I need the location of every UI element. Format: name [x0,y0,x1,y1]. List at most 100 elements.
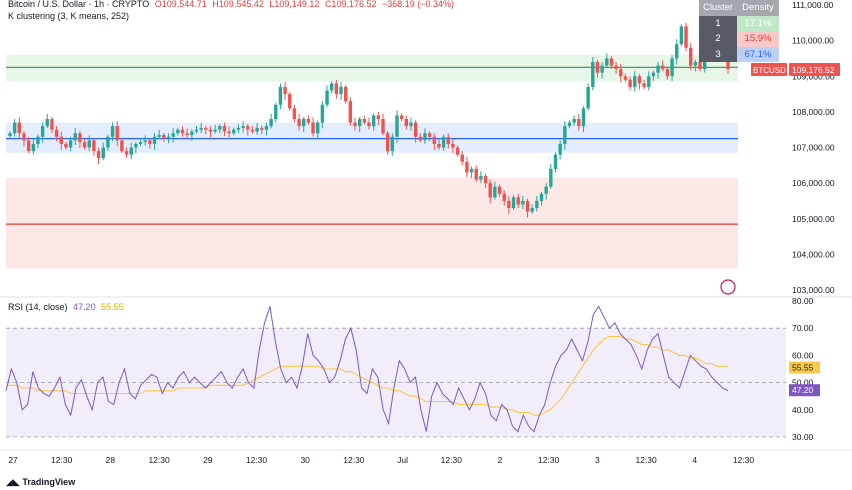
candle-body[interactable] [362,119,367,123]
candle-body[interactable] [311,122,315,134]
candle-body[interactable] [236,127,241,130]
candle-body[interactable] [26,140,31,152]
candle-body[interactable] [274,104,278,119]
candle-body[interactable] [502,193,506,201]
candle-body[interactable] [320,104,325,123]
candle-body[interactable] [661,65,665,70]
candle-body[interactable] [530,208,534,212]
candle-body[interactable] [437,143,441,148]
candle-body[interactable] [474,168,478,180]
candle-body[interactable] [572,119,576,123]
candle-body[interactable] [441,136,446,148]
candle-body[interactable] [176,129,180,134]
candle-body[interactable] [73,133,77,141]
candle-body[interactable] [427,133,432,137]
candle-body[interactable] [600,65,604,73]
candle-body[interactable] [330,83,334,91]
candle-body[interactable] [40,126,45,137]
candle-body[interactable] [651,72,656,77]
candle-body[interactable] [302,119,306,127]
candle-body[interactable] [558,143,562,155]
candle-body[interactable] [357,119,362,127]
candle-body[interactable] [460,154,464,162]
candle-body[interactable] [185,133,189,136]
candle-body[interactable] [418,136,422,141]
candle-body[interactable] [343,86,348,102]
candle-body[interactable] [684,26,688,48]
candle-body[interactable] [353,122,357,127]
candle-body[interactable] [586,86,590,109]
candle-body[interactable] [507,200,511,209]
candle-body[interactable] [339,86,343,95]
rsi-pane[interactable] [5,305,786,438]
candle-body[interactable] [45,119,49,127]
candle-body[interactable] [642,83,646,87]
rsi-legend[interactable]: RSI (14, close) 47.20 55.55 [8,302,127,312]
candle-body[interactable] [269,119,273,127]
candle-body[interactable] [591,62,595,87]
candle-body[interactable] [619,69,623,77]
candle-body[interactable] [348,101,353,123]
candle-body[interactable] [656,65,660,73]
candle-body[interactable] [371,115,376,127]
candle-body[interactable] [385,133,390,152]
candle-body[interactable] [539,193,544,201]
candle-body[interactable] [465,161,469,173]
candle-body[interactable] [614,65,618,70]
candle-body[interactable] [96,151,101,159]
candle-body[interactable] [222,126,227,132]
candle-body[interactable] [647,76,651,87]
candle-body[interactable] [101,147,105,159]
candle-body[interactable] [395,115,399,137]
candle-body[interactable] [675,44,679,59]
candle-body[interactable] [218,126,222,130]
candle-body[interactable] [36,136,40,144]
tradingview-logo[interactable]: ◢◣ TradingView [6,477,75,488]
candle-body[interactable] [194,129,199,132]
candle-body[interactable] [82,142,87,148]
candle-body[interactable] [493,186,497,198]
candle-body[interactable] [124,151,129,155]
candle-body[interactable] [469,168,474,173]
candle-body[interactable] [31,143,36,152]
candle-body[interactable] [521,200,525,205]
candle-body[interactable] [166,136,171,139]
indicator-legend[interactable]: K clustering (3, K means, 252) [8,11,130,21]
candle-body[interactable] [525,200,530,212]
candle-body[interactable] [423,133,427,141]
candle-body[interactable] [679,26,684,45]
candle-body[interactable] [283,86,287,95]
candle-body[interactable] [157,135,161,137]
candle-body[interactable] [497,186,502,194]
candle-body[interactable] [264,126,269,130]
candle-body[interactable] [511,197,516,209]
candle-body[interactable] [455,147,460,155]
candle-body[interactable] [413,122,418,137]
candle-body[interactable] [143,140,147,143]
candle-body[interactable] [563,126,567,144]
candle-body[interactable] [87,140,91,148]
candle-body[interactable] [134,143,138,148]
candle-body[interactable] [577,119,581,127]
candle-body[interactable] [190,131,194,136]
candle-body[interactable] [120,140,124,152]
candle-body[interactable] [451,143,455,148]
candle-body[interactable] [367,122,371,127]
candle-body[interactable] [689,47,693,66]
candle-body[interactable] [171,133,175,137]
candle-body[interactable] [306,119,311,123]
candle-body[interactable] [432,136,436,144]
candle-body[interactable] [609,58,614,66]
candle-body[interactable] [316,122,320,134]
candle-body[interactable] [115,126,119,141]
candle-body[interactable] [409,122,413,127]
candle-body[interactable] [138,142,143,144]
candle-body[interactable] [260,127,264,130]
candle-body[interactable] [297,119,301,127]
candle-body[interactable] [693,62,698,66]
candle-body[interactable] [404,119,408,127]
candle-body[interactable] [278,86,283,105]
candle-body[interactable] [59,136,63,144]
candle-body[interactable] [199,127,203,130]
